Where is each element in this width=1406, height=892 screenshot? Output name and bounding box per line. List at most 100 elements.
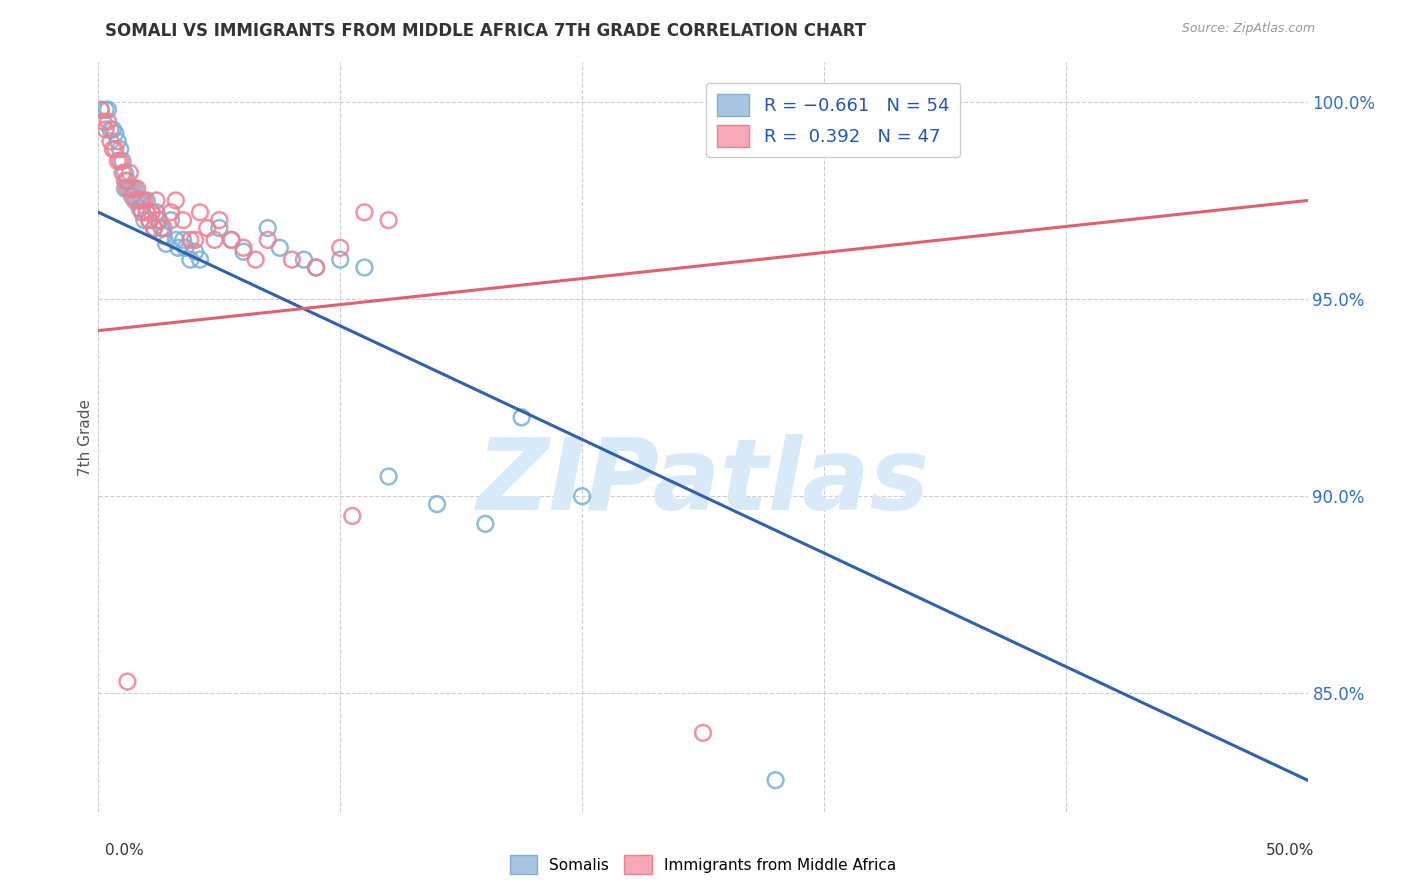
Point bbox=[94, 103, 117, 117]
Point bbox=[121, 181, 143, 195]
Point bbox=[108, 154, 131, 169]
Text: 50.0%: 50.0% bbox=[1267, 843, 1315, 858]
Point bbox=[145, 194, 167, 208]
Point bbox=[167, 241, 190, 255]
Point bbox=[128, 202, 150, 216]
Point bbox=[155, 236, 177, 251]
Point bbox=[111, 166, 134, 180]
Point bbox=[245, 252, 267, 267]
Point bbox=[426, 497, 449, 511]
Point bbox=[179, 233, 201, 247]
Point bbox=[127, 194, 149, 208]
Point bbox=[97, 114, 120, 128]
Point bbox=[292, 252, 315, 267]
Point bbox=[353, 260, 375, 275]
Point bbox=[160, 213, 183, 227]
Point bbox=[232, 244, 254, 259]
Point bbox=[165, 194, 187, 208]
Point bbox=[108, 142, 131, 156]
Point bbox=[208, 221, 231, 235]
Point bbox=[134, 194, 156, 208]
Point bbox=[135, 194, 157, 208]
Point bbox=[174, 241, 197, 255]
Point bbox=[221, 233, 243, 247]
Point bbox=[138, 213, 160, 227]
Point bbox=[204, 233, 226, 247]
Point bbox=[269, 241, 291, 255]
Point bbox=[148, 213, 170, 227]
Point bbox=[121, 189, 143, 203]
Point bbox=[97, 103, 120, 117]
Point bbox=[107, 134, 129, 148]
Point bbox=[152, 221, 174, 235]
Point bbox=[131, 194, 153, 208]
Point bbox=[118, 181, 141, 195]
Text: 0.0%: 0.0% bbox=[105, 843, 145, 858]
Point bbox=[692, 726, 714, 740]
Legend: R = −0.661   N = 54, R =  0.392   N = 47: R = −0.661 N = 54, R = 0.392 N = 47 bbox=[706, 83, 960, 158]
Point bbox=[474, 516, 496, 531]
Point bbox=[329, 241, 352, 255]
Point bbox=[107, 154, 129, 169]
Point bbox=[221, 233, 243, 247]
Point bbox=[94, 122, 117, 136]
Point bbox=[150, 221, 173, 235]
Point bbox=[131, 205, 153, 219]
Point bbox=[148, 213, 170, 227]
Point bbox=[128, 194, 150, 208]
Point bbox=[91, 114, 114, 128]
Point bbox=[141, 205, 163, 219]
Text: Source: ZipAtlas.com: Source: ZipAtlas.com bbox=[1181, 22, 1315, 36]
Point bbox=[143, 221, 166, 235]
Point bbox=[232, 241, 254, 255]
Point bbox=[104, 142, 127, 156]
Point bbox=[208, 213, 231, 227]
Point bbox=[124, 181, 146, 195]
Point bbox=[179, 252, 201, 267]
Point bbox=[305, 260, 328, 275]
Point bbox=[114, 166, 136, 180]
Point bbox=[256, 221, 278, 235]
Point bbox=[100, 122, 122, 136]
Point bbox=[188, 252, 211, 267]
Point bbox=[114, 174, 136, 188]
Point bbox=[101, 142, 124, 156]
Legend: Somalis, Immigrants from Middle Africa: Somalis, Immigrants from Middle Africa bbox=[503, 849, 903, 880]
Point bbox=[256, 233, 278, 247]
Point bbox=[100, 134, 122, 148]
Point bbox=[138, 213, 160, 227]
Text: ZIPatlas: ZIPatlas bbox=[477, 434, 929, 531]
Point bbox=[510, 410, 533, 425]
Point bbox=[114, 181, 136, 195]
Point bbox=[117, 181, 139, 195]
Point bbox=[342, 508, 364, 523]
Point bbox=[135, 205, 157, 219]
Point bbox=[90, 103, 112, 117]
Point bbox=[111, 154, 134, 169]
Point bbox=[377, 469, 399, 483]
Point bbox=[353, 205, 375, 219]
Y-axis label: 7th Grade: 7th Grade bbox=[77, 399, 93, 475]
Point bbox=[135, 205, 157, 219]
Point bbox=[172, 213, 194, 227]
Point bbox=[172, 233, 194, 247]
Point bbox=[571, 489, 593, 503]
Point bbox=[131, 205, 153, 219]
Point bbox=[145, 205, 167, 219]
Point bbox=[329, 252, 352, 267]
Point bbox=[152, 229, 174, 244]
Point bbox=[281, 252, 304, 267]
Point bbox=[305, 260, 328, 275]
Point bbox=[184, 233, 207, 247]
Point bbox=[184, 244, 207, 259]
Point bbox=[127, 181, 149, 195]
Point bbox=[765, 773, 787, 788]
Point bbox=[195, 221, 218, 235]
Point bbox=[124, 194, 146, 208]
Point bbox=[118, 166, 141, 180]
Point bbox=[90, 103, 112, 117]
Point bbox=[141, 205, 163, 219]
Point bbox=[160, 205, 183, 219]
Point bbox=[377, 213, 399, 227]
Point bbox=[101, 122, 124, 136]
